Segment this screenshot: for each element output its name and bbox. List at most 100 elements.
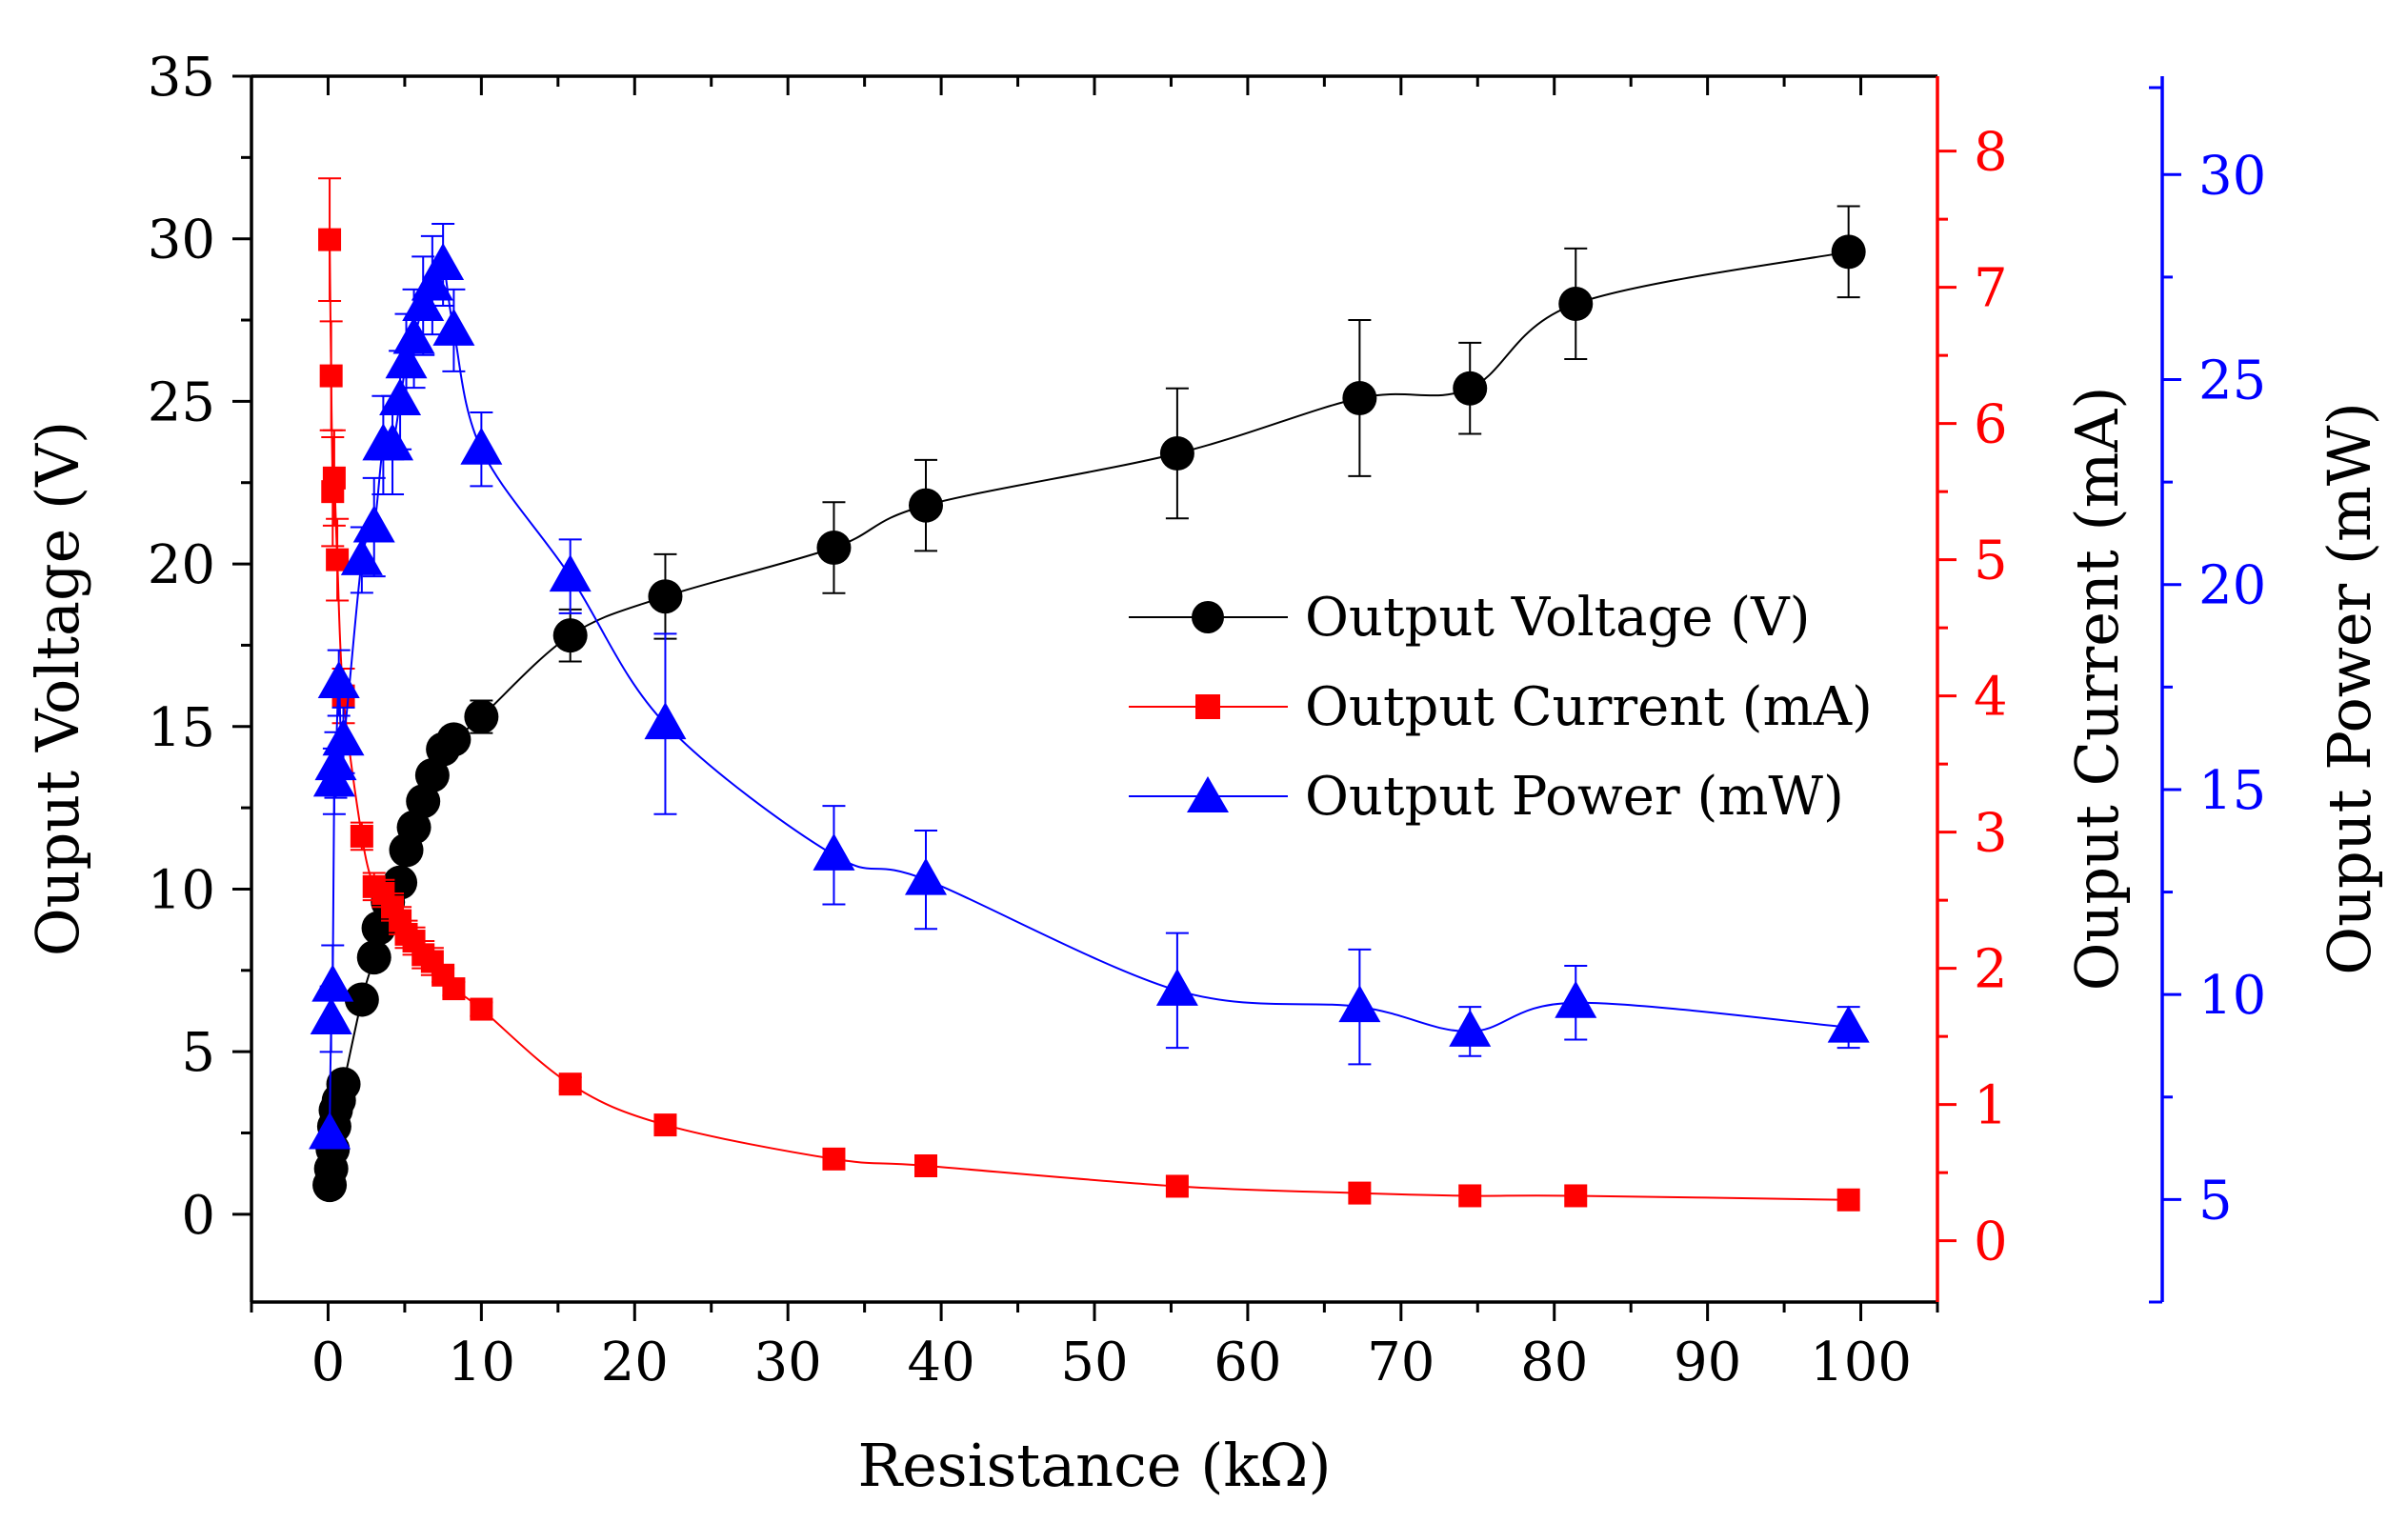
- x-axis-title: Resistance (kΩ): [857, 1431, 1331, 1500]
- voltage-point: [552, 618, 588, 653]
- legend-label-current: Output Current (mA): [1305, 676, 1873, 738]
- voltage-point: [1159, 436, 1194, 471]
- current-tick-label: 0: [1974, 1212, 2008, 1273]
- power-point: [379, 378, 422, 416]
- voltage-point: [436, 722, 472, 757]
- x-tick-label: 0: [311, 1332, 346, 1393]
- power-point: [385, 341, 428, 379]
- legend-item-voltage: Output Voltage (V): [1129, 587, 1810, 649]
- x-tick-label: 90: [1674, 1332, 1741, 1393]
- current-point: [558, 1072, 582, 1096]
- current-tick-label: 8: [1974, 122, 2008, 184]
- current-tick-label: 6: [1974, 394, 2008, 456]
- current-point: [1165, 1174, 1189, 1198]
- power-point: [1338, 985, 1381, 1023]
- power-point: [813, 832, 855, 871]
- power-point: [317, 661, 360, 699]
- x-tick-label: 70: [1367, 1332, 1435, 1393]
- current-tick-label: 4: [1974, 667, 2008, 729]
- power-axis: 5 10 15 20 25 30: [2149, 86, 2266, 1304]
- voltage-tick-label: 30: [148, 210, 215, 271]
- series-voltage: [312, 205, 1866, 1203]
- legend-marker-current: [1195, 694, 1220, 719]
- voltage-point: [909, 488, 943, 523]
- power-point: [310, 997, 352, 1034]
- power-point: [340, 537, 383, 575]
- current-point: [442, 977, 466, 1001]
- x-tick-label: 80: [1520, 1332, 1588, 1393]
- voltage-point: [1342, 380, 1377, 415]
- series-current: [318, 177, 1860, 1212]
- x-axis: 0 10 20 30 40 50 60 70 80 90 100: [250, 76, 1939, 1393]
- power-axis-title: Ouput Power (mW): [2315, 402, 2384, 975]
- legend-marker-power: [1187, 776, 1229, 812]
- power-point: [1555, 980, 1597, 1018]
- x-tick-label: 50: [1060, 1332, 1128, 1393]
- current-point: [318, 228, 342, 251]
- x-tick-label: 60: [1214, 1332, 1281, 1393]
- legend-marker-voltage: [1192, 601, 1224, 633]
- current-point: [914, 1154, 937, 1177]
- voltage-point: [1453, 371, 1488, 406]
- current-tick-label: 1: [1974, 1075, 2008, 1137]
- power-point: [422, 243, 465, 280]
- current-tick-label: 5: [1974, 531, 2008, 592]
- x-tick-label: 20: [601, 1332, 669, 1393]
- voltage-tick-label: 10: [148, 859, 215, 921]
- current-axis: 0 1 2 3 4 5 6 7 8: [1937, 122, 2008, 1273]
- current-point: [326, 548, 350, 571]
- current-tick-label: 3: [1974, 803, 2008, 865]
- voltage-tick-label: 25: [148, 371, 215, 433]
- legend-label-voltage: Output Voltage (V): [1305, 587, 1810, 649]
- power-tick-label: 20: [2198, 555, 2266, 617]
- power-point: [371, 423, 414, 461]
- voltage-point: [344, 982, 379, 1017]
- voltage-point: [464, 699, 499, 734]
- x-tick-label: 10: [448, 1332, 515, 1393]
- current-point: [350, 824, 373, 848]
- x-tick-label: 30: [754, 1332, 822, 1393]
- power-point: [1827, 1005, 1870, 1043]
- voltage-point: [406, 784, 441, 819]
- voltage-tick-label: 0: [181, 1185, 215, 1247]
- voltage-tick-label: 15: [148, 697, 215, 759]
- current-tick-label: 7: [1974, 258, 2008, 320]
- power-tick-label: 25: [2198, 351, 2266, 412]
- power-point: [314, 743, 357, 781]
- power-point: [549, 554, 592, 592]
- current-point: [470, 997, 493, 1021]
- voltage-point: [356, 940, 391, 975]
- power-point: [402, 284, 445, 322]
- current-point: [822, 1147, 846, 1171]
- voltage-point: [361, 911, 396, 946]
- voltage-point: [1558, 286, 1594, 321]
- power-point: [352, 505, 395, 543]
- power-tick-label: 15: [2198, 760, 2266, 822]
- power-point: [460, 427, 503, 465]
- series-layer: [309, 177, 1870, 1212]
- power-point: [644, 702, 687, 740]
- power-point: [905, 857, 947, 895]
- power-point: [411, 263, 453, 301]
- current-point: [1836, 1188, 1860, 1212]
- current-point: [653, 1113, 677, 1137]
- x-tick-label: 40: [907, 1332, 974, 1393]
- voltage-point: [1831, 234, 1866, 270]
- current-point: [319, 364, 343, 388]
- legend: Output Voltage (V) Output Current (mA) O…: [1129, 587, 1873, 828]
- voltage-axis: 0 5 10 15 20 25 30 35: [148, 47, 251, 1247]
- current-tick-label: 2: [1974, 939, 2008, 1001]
- power-tick-label: 10: [2198, 965, 2266, 1027]
- power-point: [311, 964, 354, 1002]
- power-point: [1449, 1009, 1492, 1047]
- current-point: [1564, 1184, 1588, 1208]
- current-axis-title: Ouput Current (mA): [2062, 387, 2132, 992]
- voltage-tick-label: 35: [148, 47, 215, 109]
- current-point: [322, 466, 346, 490]
- power-point: [432, 308, 475, 346]
- legend-label-power: Output Power (mW): [1305, 766, 1844, 828]
- voltage-point: [816, 531, 852, 565]
- series-power: [309, 222, 1870, 1150]
- voltage-tick-label: 5: [181, 1022, 215, 1084]
- voltage-axis-title: Ouput Voltage (V): [23, 421, 92, 956]
